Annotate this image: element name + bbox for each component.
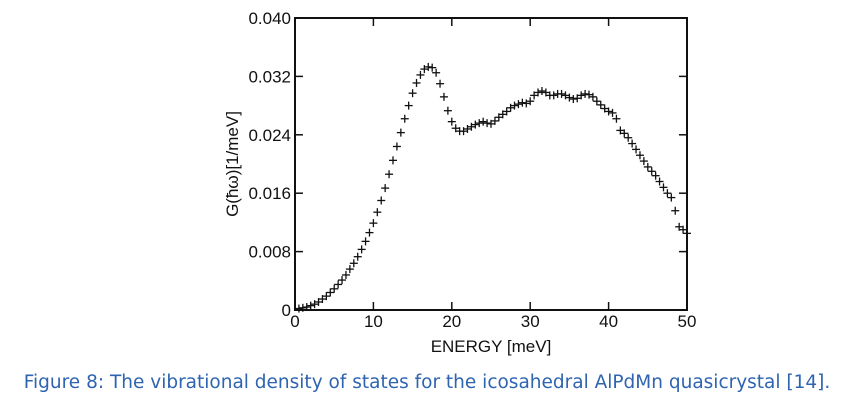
data-point — [330, 284, 339, 293]
data-point — [392, 142, 401, 151]
x-tick-label: 40 — [599, 312, 618, 331]
data-point — [373, 208, 382, 217]
data-point — [663, 189, 672, 198]
y-axis-ticks: 0 0.008 0.016 0.024 0.032 0.040 — [248, 9, 687, 320]
data-point — [428, 63, 437, 72]
data-point — [385, 170, 394, 179]
data-point — [341, 270, 350, 279]
data-point — [683, 229, 691, 238]
y-tick-label: 0.008 — [248, 243, 291, 262]
data-point — [569, 95, 578, 104]
x-axis-ticks: 0 10 20 30 40 50 — [290, 18, 696, 331]
data-point — [338, 276, 347, 285]
data-point — [628, 139, 637, 148]
data-point — [608, 108, 617, 117]
data-point — [632, 145, 641, 154]
data-point — [306, 301, 315, 310]
data-point — [361, 237, 370, 246]
data-point — [365, 228, 374, 237]
data-point — [577, 91, 586, 100]
data-point — [620, 129, 629, 138]
data-point — [502, 107, 511, 116]
data-point — [596, 100, 605, 109]
data-point — [592, 97, 601, 106]
data-point — [510, 101, 519, 110]
data-point — [357, 245, 366, 254]
data-point — [302, 303, 311, 312]
data-point — [549, 91, 558, 100]
data-point — [537, 87, 546, 95]
data-point — [369, 219, 378, 228]
data-point — [490, 116, 499, 125]
data-point — [565, 93, 574, 102]
data-point — [643, 162, 652, 171]
data-point — [439, 92, 448, 101]
data-point — [659, 183, 668, 192]
data-point — [479, 117, 488, 126]
plot-frame — [294, 17, 688, 311]
dos-chart: 0 0.008 0.016 0.024 0.032 0.040 0 10 20 30 40 50 E… — [223, 9, 696, 356]
data-markers — [294, 62, 691, 313]
data-point — [514, 100, 523, 109]
data-point — [671, 206, 680, 215]
data-point — [655, 177, 664, 186]
data-point — [624, 133, 633, 142]
data-point — [377, 196, 386, 205]
data-point — [294, 304, 303, 313]
data-point — [381, 184, 390, 193]
data-point — [647, 167, 656, 176]
x-tick-label: 20 — [442, 312, 461, 331]
data-point — [443, 106, 452, 115]
y-tick-label: 0.032 — [248, 67, 291, 86]
data-point — [534, 88, 543, 97]
data-point — [400, 114, 409, 123]
data-point — [475, 119, 484, 128]
data-point — [518, 98, 527, 107]
data-point — [447, 117, 456, 126]
x-tick-label: 50 — [678, 312, 697, 331]
y-tick-label: 0 — [282, 301, 291, 320]
y-tick-label: 0.040 — [248, 9, 291, 28]
data-point — [389, 156, 397, 165]
data-point — [408, 89, 417, 98]
data-point — [322, 292, 331, 301]
data-point — [396, 128, 405, 137]
data-point — [345, 265, 354, 274]
data-point — [416, 70, 425, 79]
y-tick-label: 0.016 — [248, 184, 291, 203]
data-point — [612, 114, 621, 123]
data-point — [635, 151, 644, 160]
data-point — [349, 259, 358, 268]
figure-caption: Figure 8: The vibrational density of sta… — [23, 372, 831, 393]
data-point — [298, 303, 307, 312]
x-tick-label: 30 — [521, 312, 540, 331]
data-point — [412, 78, 421, 87]
data-point — [651, 171, 660, 180]
data-point — [604, 107, 613, 116]
data-point — [639, 157, 648, 166]
data-point — [557, 89, 566, 98]
x-tick-label: 0 — [290, 312, 299, 331]
data-point — [353, 252, 362, 261]
data-point — [326, 288, 335, 297]
data-point — [404, 101, 413, 110]
chart-svg: 0 0.008 0.016 0.024 0.032 0.040 0 10 20 30 40 50 E… — [223, 9, 696, 356]
data-point — [334, 280, 343, 289]
data-point — [436, 79, 445, 88]
data-point — [581, 89, 590, 98]
data-point — [483, 119, 492, 128]
data-point — [679, 225, 688, 234]
y-axis-label: G(ħω)[1/meV] — [223, 111, 242, 217]
x-tick-label: 10 — [364, 312, 383, 331]
x-axis-label: ENERGY [meV] — [431, 337, 552, 356]
data-point — [526, 97, 535, 106]
data-point — [432, 68, 441, 77]
data-point — [424, 62, 433, 71]
data-point — [588, 92, 597, 101]
y-tick-label: 0.024 — [248, 126, 291, 145]
data-point — [667, 193, 676, 202]
data-point — [471, 120, 480, 129]
